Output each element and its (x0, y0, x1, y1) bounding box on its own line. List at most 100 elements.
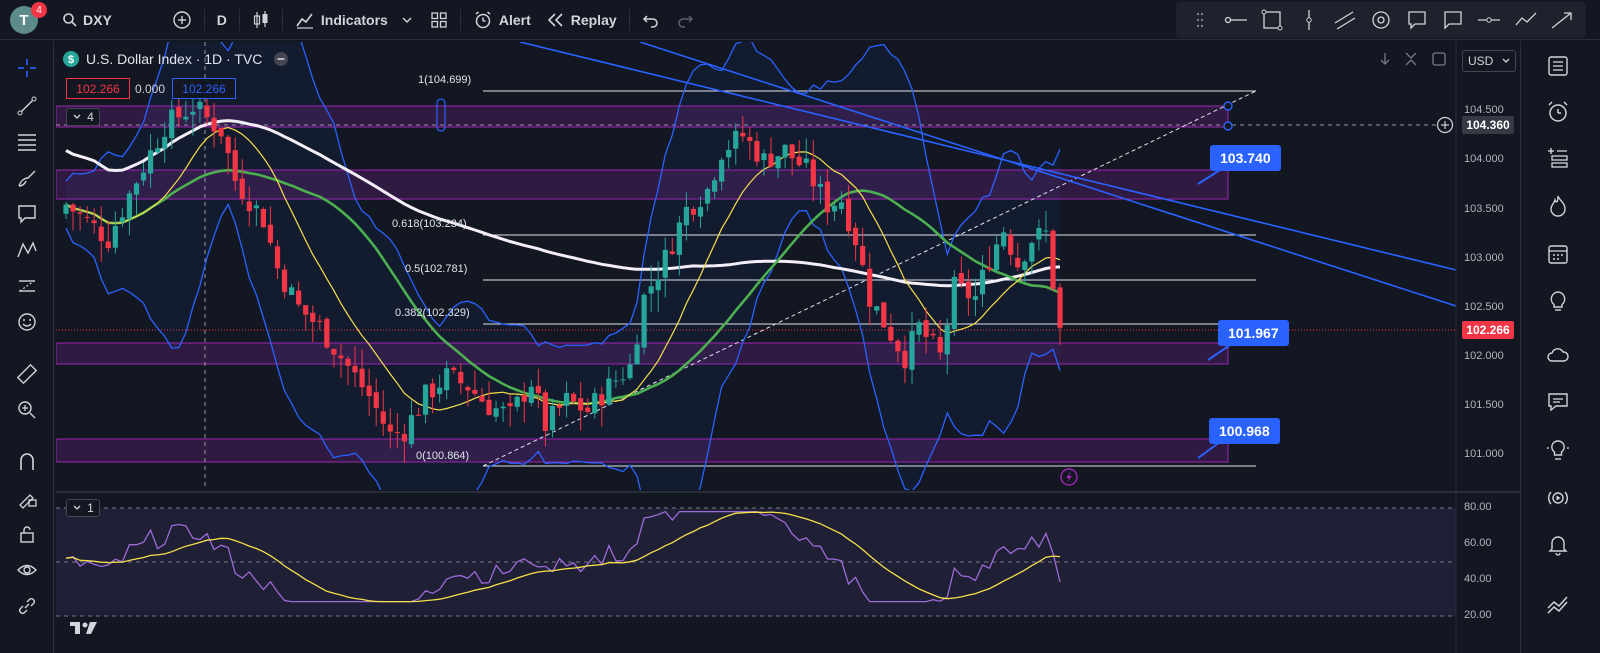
fib-handle[interactable] (1223, 121, 1233, 131)
collapse-button[interactable] (1402, 50, 1420, 68)
moving-average-200[interactable] (65, 119, 1061, 288)
rsi-line[interactable] (65, 510, 1061, 603)
pattern-icon[interactable] (14, 237, 40, 263)
callout-upper[interactable]: 103.740 (1210, 145, 1281, 171)
calendar-icon[interactable] (1543, 239, 1573, 269)
resistance-zone-mid[interactable] (56, 169, 1229, 200)
support-zone-lower[interactable] (56, 438, 1229, 463)
rectangle-icon[interactable] (1259, 7, 1285, 33)
redo-button[interactable] (668, 0, 702, 40)
candlestick-series[interactable] (63, 85, 1063, 463)
target-icon[interactable] (1368, 7, 1394, 33)
toolbar-divider (628, 8, 630, 31)
lightning-marker-icon[interactable] (1060, 468, 1078, 486)
candle-body (528, 386, 534, 403)
fib-retracement-icon[interactable] (14, 129, 40, 155)
zone-handle[interactable] (436, 98, 446, 132)
moving-average-50[interactable] (65, 168, 1061, 406)
text-note-icon[interactable] (14, 201, 40, 227)
candle-body (98, 226, 104, 241)
bollinger-lower-line[interactable] (65, 203, 1061, 541)
callout-leader-upper (1197, 169, 1221, 185)
ruler-icon[interactable] (14, 361, 40, 387)
maximize-button[interactable] (1430, 50, 1448, 68)
smiley-icon[interactable] (14, 309, 40, 335)
candle-body (620, 379, 626, 381)
candle-body (1008, 234, 1014, 255)
plus-circle-icon (173, 10, 191, 29)
hotlist-flame-icon[interactable] (1543, 191, 1573, 221)
callout-lower[interactable]: 100.968 (1209, 418, 1280, 444)
callout-leader-lower (1197, 441, 1221, 459)
candle-body (84, 216, 90, 218)
candle-body (761, 153, 767, 161)
notifications-bell-icon[interactable] (1543, 529, 1573, 559)
fib-label-382: 0.382(102.329) (395, 307, 470, 319)
horizontal-line-icon[interactable] (1476, 7, 1502, 33)
help-bulb-icon[interactable] (1543, 435, 1573, 465)
rsi-pane-collapse-button[interactable]: 1 (66, 499, 100, 517)
alarm-icon[interactable] (1543, 97, 1573, 127)
path-icon[interactable] (1513, 7, 1539, 33)
forecast-icon[interactable] (14, 273, 40, 299)
bid-price-box[interactable]: 102.266 (66, 78, 130, 99)
drag-handle-icon[interactable] (1187, 7, 1213, 33)
broadcast-play-icon[interactable] (1543, 483, 1573, 513)
candle-body (838, 202, 845, 209)
moving-average-20[interactable] (65, 126, 1061, 411)
fib-handle[interactable] (1223, 101, 1233, 111)
trend-line-icon[interactable] (14, 93, 40, 119)
trading-panel-icon[interactable] (1543, 589, 1573, 619)
candle-body (1057, 287, 1063, 328)
replay-button[interactable]: Replay (539, 0, 625, 40)
resistance-zone-upper[interactable] (56, 105, 1229, 128)
zoom-in-icon[interactable] (14, 397, 40, 423)
callout-icon[interactable] (1404, 7, 1430, 33)
candle-body (514, 396, 520, 407)
object-tree-icon[interactable] (1543, 143, 1573, 173)
chat-icon[interactable] (1543, 387, 1573, 417)
indicators-button[interactable]: Indicators (287, 0, 422, 40)
lock-icon[interactable] (14, 521, 40, 547)
brush-icon[interactable] (14, 165, 40, 191)
symbol-title[interactable]: U.S. Dollar Index · 1D · TVC (86, 51, 263, 67)
streams-cloud-icon[interactable] (1543, 341, 1573, 371)
trend-arrow-icon[interactable] (1549, 7, 1575, 33)
link-icon[interactable] (14, 593, 40, 619)
symbol-search-button[interactable]: DXY (54, 0, 120, 40)
parallel-channel-icon[interactable] (1332, 7, 1358, 33)
currency-select[interactable]: USD (1462, 50, 1516, 72)
magnet-icon[interactable] (14, 449, 40, 475)
fib-label-618: 0.618(103.234) (392, 218, 467, 230)
trend-line-lower[interactable] (639, 42, 1456, 307)
alert-button[interactable]: Alert (465, 0, 539, 40)
horizontal-ray-icon[interactable] (1223, 7, 1249, 33)
callout-middle[interactable]: 101.967 (1218, 320, 1289, 346)
undo-button[interactable] (634, 0, 668, 40)
scroll-down-button[interactable] (1376, 50, 1394, 68)
vertical-line-icon[interactable] (1296, 7, 1322, 33)
indicators-collapse-button[interactable]: 4 (66, 108, 100, 126)
layouts-button[interactable] (422, 0, 456, 40)
ideas-lightbulb-icon[interactable] (1543, 287, 1573, 317)
interval-button[interactable]: D (209, 0, 235, 40)
bollinger-upper-line[interactable] (65, 0, 1061, 349)
compare-symbol-button[interactable] (164, 0, 200, 40)
minus-circle-icon[interactable] (272, 50, 290, 68)
chart-type-button[interactable] (244, 0, 278, 40)
add-alert-plus-icon[interactable] (1436, 116, 1454, 134)
watchlist-icon[interactable] (1543, 51, 1573, 81)
candle-body (733, 130, 739, 149)
trend-line-upper[interactable] (519, 42, 1456, 271)
candle-body (937, 336, 943, 353)
tradingview-logo-icon[interactable] (70, 622, 97, 634)
crosshair-icon[interactable] (14, 55, 40, 81)
candle-body (451, 367, 457, 370)
rsi-moving-average[interactable] (65, 511, 1061, 603)
ask-price-box[interactable]: 102.266 (172, 78, 236, 99)
lock-drawing-icon[interactable] (14, 485, 40, 511)
comment-icon[interactable] (1440, 7, 1466, 33)
toolbar-divider (203, 8, 205, 31)
price-chart[interactable] (0, 0, 1520, 653)
eye-icon[interactable] (14, 557, 40, 583)
